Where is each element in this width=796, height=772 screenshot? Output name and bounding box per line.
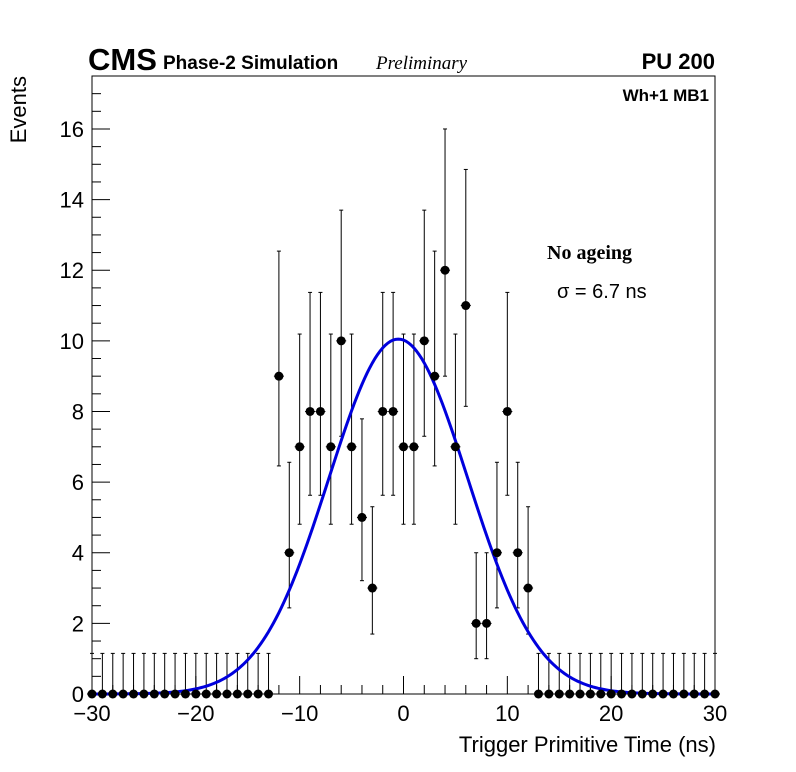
data-point (201, 689, 211, 699)
data-point (243, 689, 253, 699)
data-point (596, 689, 606, 699)
y-tick-label: 8 (72, 399, 84, 424)
data-point (440, 265, 450, 275)
x-axis-title: Trigger Primitive Time (ns) (459, 732, 716, 757)
x-tick-label: 30 (703, 701, 727, 726)
data-point (170, 689, 180, 699)
data-point (700, 689, 710, 699)
data-point (513, 548, 523, 558)
data-point (357, 512, 367, 522)
y-tick-label: 14 (60, 188, 84, 213)
y-tick-label: 16 (60, 117, 84, 142)
data-point (523, 583, 533, 593)
y-tick-label: 6 (72, 470, 84, 495)
data-point (658, 689, 668, 699)
data-point (409, 442, 419, 452)
data-point (326, 442, 336, 452)
data-point (222, 689, 232, 699)
data-point (533, 689, 543, 699)
condition-label: No ageing (547, 242, 632, 264)
preliminary-label: Preliminary (375, 53, 468, 74)
data-point (191, 689, 201, 699)
x-tick-label: −30 (73, 701, 110, 726)
data-point (295, 442, 305, 452)
data-point (554, 689, 564, 699)
data-point (378, 406, 388, 416)
data-point (585, 689, 595, 699)
data-point (367, 583, 377, 593)
data-point (668, 689, 678, 699)
data-point (118, 689, 128, 699)
data-point (212, 689, 222, 699)
data-point (232, 689, 242, 699)
sigma-label: σ = 6.7 ns (557, 281, 647, 303)
data-point (637, 689, 647, 699)
data-point (274, 371, 284, 381)
data-point (419, 336, 429, 346)
x-tick-label: 0 (397, 701, 409, 726)
data-point (461, 301, 471, 311)
data-point (87, 689, 97, 699)
data-point (129, 689, 139, 699)
data-point (679, 689, 689, 699)
cms-label: CMS (88, 42, 157, 77)
data-point (575, 689, 585, 699)
data-point (180, 689, 190, 699)
data-point (544, 689, 554, 699)
data-point (253, 689, 263, 699)
data-points (87, 265, 720, 699)
data-point (627, 689, 637, 699)
data-point (471, 618, 481, 628)
data-point (347, 442, 357, 452)
data-point (108, 689, 118, 699)
data-point (315, 406, 325, 416)
data-point (284, 548, 294, 558)
x-tick-label: −20 (177, 701, 214, 726)
data-point (492, 548, 502, 558)
data-point (565, 689, 575, 699)
data-point (430, 371, 440, 381)
phase2-simulation-label: Phase-2 Simulation (163, 53, 338, 74)
pileup-label: PU 200 (642, 49, 715, 74)
axes: −30 −20 −10 0 10 20 30 0 2 4 6 8 10 12 14 16 (60, 75, 727, 726)
data-point (689, 689, 699, 699)
data-point (399, 442, 408, 452)
y-tick-label: 4 (72, 541, 84, 566)
y-tick-label: 2 (72, 611, 84, 636)
chamber-label: Wh+1 MB1 (623, 86, 709, 105)
x-tick-label: 10 (495, 701, 519, 726)
data-point (305, 406, 315, 416)
data-point (648, 689, 658, 699)
y-tick-label: 10 (60, 329, 84, 354)
data-point (149, 689, 159, 699)
data-point (450, 442, 460, 452)
x-tick-label: −10 (281, 701, 318, 726)
data-point (482, 618, 492, 628)
data-point (606, 689, 616, 699)
data-point (139, 689, 149, 699)
data-point (388, 406, 398, 416)
data-point (160, 689, 170, 699)
data-point (617, 689, 627, 699)
y-tick-label: 0 (72, 682, 84, 707)
data-point (336, 336, 346, 346)
x-tick-label: 20 (599, 701, 623, 726)
error-bars (87, 128, 720, 695)
y-tick-label: 12 (60, 258, 84, 283)
data-point (502, 406, 512, 416)
data-point (710, 689, 720, 699)
data-point (97, 689, 107, 699)
y-axis-title: Events (6, 76, 31, 143)
data-point (264, 689, 274, 699)
